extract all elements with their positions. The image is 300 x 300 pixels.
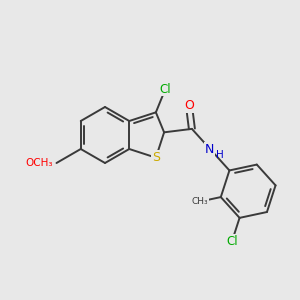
Text: O: O	[184, 99, 194, 112]
Text: Cl: Cl	[226, 235, 238, 248]
Text: N: N	[205, 143, 214, 156]
Text: CH₃: CH₃	[192, 197, 208, 206]
Text: H: H	[216, 150, 224, 160]
Text: Cl: Cl	[160, 82, 171, 95]
Text: OCH₃: OCH₃	[25, 158, 52, 168]
Text: S: S	[152, 151, 160, 164]
